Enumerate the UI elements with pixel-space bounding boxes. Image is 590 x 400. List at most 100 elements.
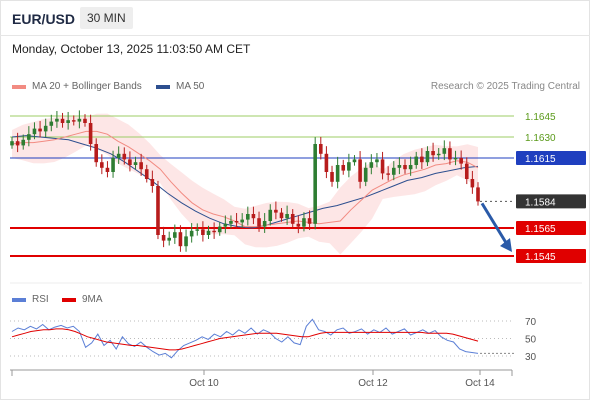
candle-body: [425, 151, 430, 163]
candle-body: [313, 144, 317, 224]
candle-body: [352, 159, 357, 163]
level-label-1.1584: 1.1584: [525, 197, 556, 208]
candle-body: [10, 141, 14, 146]
bollinger-band-area: [12, 113, 478, 255]
legend-rsi-ma-label: 9MA: [82, 294, 103, 305]
candle-body: [212, 230, 216, 233]
candle-body: [71, 120, 76, 122]
candle-body: [133, 162, 138, 165]
candle-body: [290, 214, 295, 224]
x-tick-label: Oct 14: [465, 378, 495, 389]
candle-body: [217, 226, 222, 233]
level-tag-1.1615: [516, 151, 586, 165]
candle-body: [476, 187, 480, 202]
candle-body: [246, 214, 250, 220]
candle-body: [49, 121, 54, 126]
candle-body: [358, 159, 362, 182]
candle-body: [43, 125, 48, 132]
candle-body: [453, 158, 458, 160]
rsi-line: [11, 318, 479, 359]
candle-body: [167, 237, 172, 241]
candle-body: [464, 163, 469, 179]
x-tick-label: Oct 12: [358, 378, 388, 389]
candle-body: [15, 141, 20, 146]
symbol-title: EUR/USD: [12, 11, 76, 27]
level-label-1.1545: 1.1545: [525, 252, 556, 263]
candle-body: [296, 223, 301, 227]
candle-body: [111, 158, 115, 172]
candle-body: [38, 128, 42, 132]
candle-body: [285, 214, 289, 219]
candle-body: [330, 172, 334, 182]
candle-body: [442, 148, 447, 154]
candle-body: [55, 118, 59, 122]
candle-body: [94, 144, 99, 163]
forecast-arrowhead: [500, 238, 512, 252]
candle-body: [122, 153, 127, 160]
candle-body: [403, 165, 407, 170]
candle-body: [363, 167, 368, 182]
candle-body: [83, 118, 87, 123]
level-label-1.1630: 1.1630: [525, 133, 556, 144]
candle-body: [240, 219, 244, 223]
level-tag-1.1565: [516, 221, 586, 235]
rsi-level-label-50: 50: [525, 335, 537, 346]
candle-body: [324, 153, 329, 172]
candle-body: [335, 165, 340, 182]
candle-body: [223, 223, 228, 227]
candle-body: [257, 218, 261, 227]
candle-body: [234, 221, 239, 223]
candle-body: [408, 165, 413, 170]
candle-body: [251, 214, 256, 219]
rsi-ma-swatch: [62, 297, 76, 302]
timestamp: Monday, October 13, 2025 11:03:50 AM CET: [12, 42, 251, 56]
candle-body: [156, 186, 160, 235]
candle-body: [279, 212, 284, 219]
candle-body: [375, 159, 379, 163]
header-divider: [0, 35, 590, 36]
candle-body: [268, 209, 273, 221]
candle-body: [341, 165, 346, 171]
candle-body: [150, 179, 155, 186]
legend-ma20: MA 20 + Bollinger Bands: [12, 81, 142, 92]
legend-ma20-label: MA 20 + Bollinger Bands: [32, 81, 142, 92]
rsi-swatch: [12, 297, 26, 302]
candle-body: [105, 167, 110, 172]
candle-body: [274, 209, 278, 213]
rsi-level-label-30: 30: [525, 352, 537, 363]
candle-body: [66, 120, 70, 123]
candle-body: [436, 153, 441, 156]
candle-body: [60, 118, 65, 123]
timeframe-badge[interactable]: 30 MIN: [80, 7, 133, 29]
candle-body: [347, 162, 351, 171]
candle-body: [459, 158, 463, 164]
candle-body: [380, 159, 385, 174]
candle-body: [262, 221, 267, 227]
legend-ma50-label: MA 50: [176, 81, 205, 92]
level-tag-1.1584: [516, 194, 586, 209]
candle-body: [397, 165, 402, 168]
rsi-level-label-70: 70: [525, 317, 537, 328]
candle-body: [206, 230, 211, 235]
legend-ma50: MA 50: [156, 81, 204, 92]
candle-body: [32, 128, 37, 135]
candle-body: [420, 156, 424, 163]
candle-body: [100, 162, 104, 168]
candle-body: [195, 229, 200, 231]
x-tick-label: Oct 10: [189, 378, 219, 389]
candle-body: [88, 123, 93, 144]
rsi-ma-line: [11, 328, 479, 351]
candle-body: [386, 173, 390, 175]
candle-body: [318, 144, 323, 154]
candle-body: [144, 169, 149, 179]
ma50-line: [11, 135, 479, 229]
candle-body: [307, 218, 312, 224]
candle-body: [27, 134, 31, 140]
ma20-swatch: [12, 84, 26, 89]
ma50-swatch: [156, 84, 170, 89]
candle-body: [161, 235, 166, 241]
candle-body: [302, 218, 306, 227]
level-label-1.1645: 1.1645: [525, 112, 556, 123]
candle-body: [21, 139, 26, 146]
